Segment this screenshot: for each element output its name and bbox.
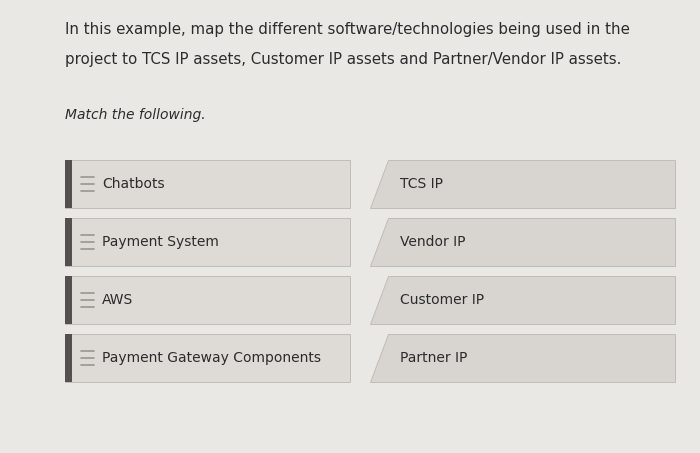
Text: Chatbots: Chatbots: [102, 177, 164, 191]
FancyBboxPatch shape: [65, 218, 72, 266]
Text: Vendor IP: Vendor IP: [400, 235, 466, 249]
Polygon shape: [370, 276, 675, 324]
Text: Match the following.: Match the following.: [65, 108, 206, 122]
Text: Payment Gateway Components: Payment Gateway Components: [102, 351, 321, 365]
FancyBboxPatch shape: [65, 160, 72, 208]
Text: Payment System: Payment System: [102, 235, 219, 249]
Text: AWS: AWS: [102, 293, 133, 307]
Text: project to TCS IP assets, Customer IP assets and Partner/Vendor IP assets.: project to TCS IP assets, Customer IP as…: [65, 52, 622, 67]
FancyBboxPatch shape: [65, 334, 350, 382]
Polygon shape: [370, 334, 675, 382]
FancyBboxPatch shape: [65, 276, 72, 324]
FancyBboxPatch shape: [65, 276, 350, 324]
Text: TCS IP: TCS IP: [400, 177, 443, 191]
Polygon shape: [370, 160, 675, 208]
FancyBboxPatch shape: [65, 334, 72, 382]
Text: In this example, map the different software/technologies being used in the: In this example, map the different softw…: [65, 22, 630, 37]
FancyBboxPatch shape: [65, 218, 350, 266]
FancyBboxPatch shape: [65, 160, 350, 208]
Text: Customer IP: Customer IP: [400, 293, 484, 307]
Text: Partner IP: Partner IP: [400, 351, 468, 365]
Polygon shape: [370, 218, 675, 266]
